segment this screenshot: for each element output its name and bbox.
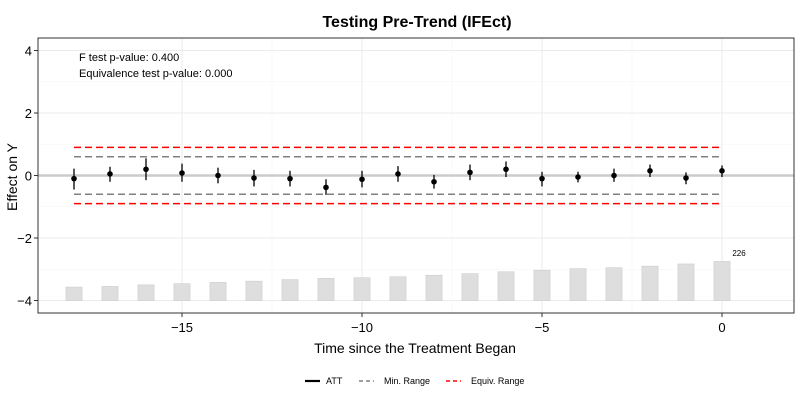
att-point [395,171,401,177]
att-point [143,166,149,173]
att-point [467,169,473,176]
count-bar [497,271,515,301]
count-bar [569,268,587,301]
att-point [539,175,545,182]
count-bar [65,286,83,301]
y-tick-label: 2 [25,106,32,121]
f-test-annotation: F test p-value: 0.400 [79,52,179,64]
count-bar [389,276,407,301]
x-tick-label: −5 [535,320,550,335]
legend: ATT Min. Range Equiv. Range [305,376,524,386]
count-bar [281,279,299,301]
att-point [575,174,581,180]
range-lines [38,146,794,205]
count-bar [353,277,371,301]
att-point [359,176,365,183]
att-point [431,178,437,185]
att-point [107,171,113,177]
y-tick-label: −4 [17,294,32,309]
count-bar [317,278,335,301]
count-bar [137,284,155,301]
count-label: 226 [732,249,746,258]
count-bar [101,286,119,301]
y-tick-label: −2 [17,231,32,246]
att-point [323,184,329,191]
count-bar [461,273,479,301]
att-point [683,175,689,181]
x-tick-label: 0 [718,320,725,335]
count-bar [677,263,695,301]
x-tick-label: −15 [171,320,193,335]
y-tick-label: 4 [25,44,32,59]
count-bar [533,269,551,301]
count-bar [605,267,623,301]
y-axis-title: Effect on Y [4,142,20,211]
count-bar [209,282,227,301]
legend-label: Min. Range [384,376,430,386]
att-point [287,175,293,182]
att-point [647,168,653,174]
att-point [179,170,185,176]
att-point [719,168,725,174]
equivalence-test-annotation: Equivalence test p-value: 0.000 [79,68,233,80]
legend-label: ATT [326,376,343,386]
chart-title: Testing Pre-Trend (IFEct) [322,14,511,31]
count-bar [173,283,191,301]
count-bar [425,274,443,301]
count-bars [65,261,731,301]
x-tick-label: −10 [351,320,373,335]
att-point [215,172,221,179]
att-point [251,175,257,181]
att-point [503,166,509,173]
count-bar [245,280,263,301]
y-tick-label: 0 [25,169,32,184]
x-axis-title: Time since the Treatment Began [314,340,516,356]
att-points [71,158,725,195]
count-bar [641,265,659,301]
count-bar [713,261,731,301]
att-point [611,172,617,179]
att-point [71,175,77,182]
legend-label: Equiv. Range [471,376,524,386]
axes: −15 −10 −5 0 −4 −2 0 2 4 [17,37,795,335]
